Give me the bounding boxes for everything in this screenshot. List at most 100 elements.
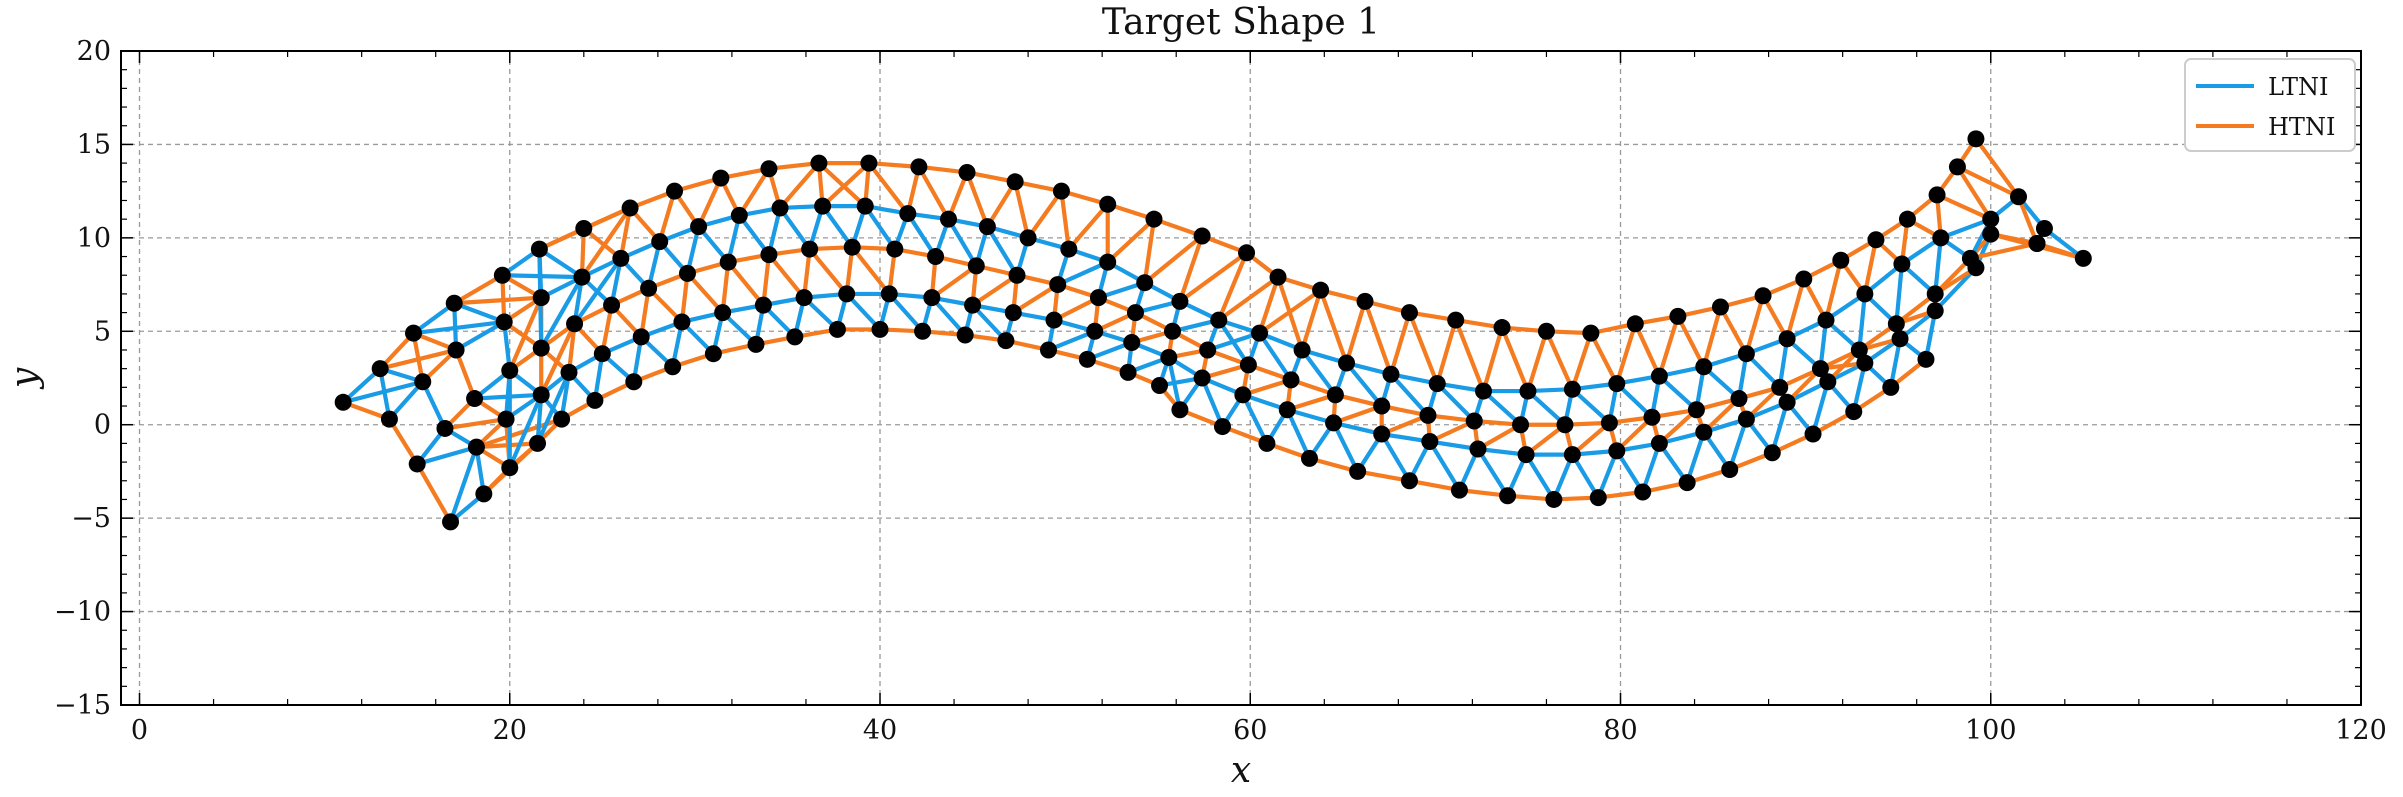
mesh-node [1778,393,1796,411]
mesh-node [1099,195,1117,213]
mesh-edge [579,205,633,280]
mesh-node [553,410,571,428]
mesh-node [1089,289,1107,307]
mesh-edge [539,274,585,351]
mesh-node [1926,285,1944,303]
mesh-edge [1275,274,1305,353]
mesh-node [334,393,352,411]
mesh-edge [1407,310,1440,386]
mesh-node [664,358,682,376]
mesh-edge [866,161,910,216]
mesh-edge [1810,379,1830,437]
mesh-node [1052,182,1070,200]
legend-label-htni: HTNI [2268,113,2335,141]
mesh-edge [378,366,392,422]
mesh-edge [452,301,507,325]
mesh-edge [1675,314,1706,369]
mesh-node [1819,373,1837,391]
mesh-edge [1718,304,1749,356]
mesh-node [1948,158,1966,176]
mesh-node [843,238,861,256]
mesh-node [1582,324,1600,342]
mesh-node [1887,315,1905,333]
mesh-edge [816,161,868,209]
mesh-edge [1344,360,1384,409]
y-tick-label: 20 [77,36,111,67]
mesh-node [1754,287,1772,305]
mesh-node [719,253,737,271]
mesh-edge [387,417,420,467]
mesh-edge [1105,217,1157,265]
mesh-edge [411,319,507,336]
y-tick-label: 10 [77,223,111,254]
mesh-node [1763,444,1781,462]
x-tick-label: 100 [1965,715,2017,746]
mesh-node [1126,304,1144,322]
mesh-node [860,154,878,172]
mesh-node [1926,302,1944,320]
mesh-node [1078,350,1096,368]
mesh-node [1678,474,1696,492]
mesh-node [1239,356,1257,374]
mesh-node [1119,363,1137,381]
mesh-node [1447,311,1465,329]
mesh-edge [1523,452,1556,502]
mesh-node [1008,266,1026,284]
mesh-node [886,240,904,258]
mesh-node [795,289,813,307]
mesh-node [1512,416,1530,434]
mesh-edge [1823,258,1843,323]
mesh-edge [1938,217,1993,240]
mesh-node [1817,311,1835,329]
mesh-node [1626,315,1644,333]
mesh-edge [474,441,540,450]
mesh-edge [1701,304,1723,369]
mesh-node [467,438,485,456]
mesh-node [1004,304,1022,322]
mesh-node [771,199,789,217]
mesh-node [1493,319,1511,337]
mesh-node [1213,418,1231,436]
mesh-edge [1785,276,1806,341]
mesh-node [1421,433,1439,451]
mesh-node [371,360,389,378]
mesh-edge [820,161,872,209]
mesh-edge [1570,331,1593,392]
mesh-node [1898,210,1916,228]
mesh-edge [916,164,951,222]
mesh-node [1845,403,1863,421]
mesh-node [632,328,650,346]
mesh-edge [1481,325,1505,394]
mesh-edge [1388,310,1412,377]
mesh-edge [1059,189,1071,252]
x-tick-label: 60 [1233,715,1267,746]
mesh-node [532,339,550,357]
mesh-edge [1934,192,1993,222]
mesh-edge [1299,288,1323,353]
mesh-node [1193,227,1211,245]
mesh-node [1251,324,1269,342]
mesh-edge [1318,288,1349,366]
mesh-node [1556,416,1574,434]
mesh-edge [1142,217,1157,285]
mesh-node [958,163,976,181]
mesh-node [586,391,604,409]
mesh-edge [1894,261,1904,326]
plot-frame [120,50,2362,706]
mesh-node [404,324,422,342]
legend-label-ltni: LTNI [2268,73,2328,101]
mesh-edge [1973,136,2021,199]
y-axis-label: y [4,367,45,390]
mesh-node [1039,341,1057,359]
mesh-node [690,218,708,236]
mesh-node [856,197,874,215]
mesh-node [1199,341,1217,359]
mesh-node [730,206,748,224]
mesh-node [1795,270,1813,288]
mesh-node [1164,322,1182,340]
mesh-node [1545,490,1563,508]
x-tick-label: 20 [493,715,527,746]
mesh-edge [415,445,479,467]
mesh-edge [1299,347,1338,397]
mesh-node [1086,322,1104,340]
